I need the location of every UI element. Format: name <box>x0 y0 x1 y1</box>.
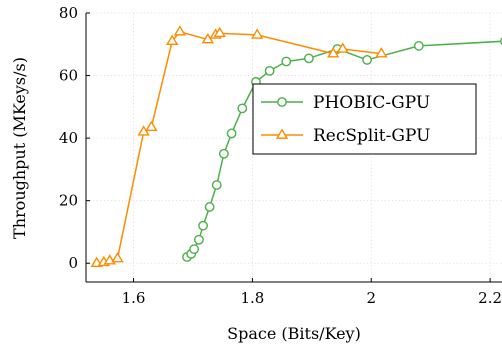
series-recsplit-gpu <box>90 25 388 268</box>
series-layer <box>90 25 502 268</box>
data-point <box>213 26 226 38</box>
legend-item: PHOBIC-GPU <box>261 93 430 113</box>
data-point <box>204 202 215 212</box>
data-point <box>375 47 388 58</box>
x-tick-label: 2 <box>366 289 376 307</box>
data-point <box>145 120 158 131</box>
data-point <box>336 42 349 53</box>
data-point <box>111 251 124 263</box>
legend-label: PHOBIC-GPU <box>313 93 430 113</box>
data-point <box>166 34 179 45</box>
legend-marker <box>277 97 287 107</box>
data-point <box>237 103 248 114</box>
data-point <box>303 53 314 64</box>
data-point <box>226 128 237 139</box>
y-tick-label: 40 <box>59 129 78 147</box>
data-point <box>218 148 229 159</box>
data-point <box>173 25 187 36</box>
data-point <box>194 234 204 245</box>
ticks: 1.6 1.8 2 2.2 0 20 40 60 80 <box>59 4 502 307</box>
y-tick-label: 20 <box>59 192 78 210</box>
x-tick-label: 1.6 <box>122 289 146 307</box>
y-tick-label: 60 <box>59 67 78 85</box>
data-point <box>281 56 292 67</box>
axes <box>85 13 502 283</box>
legend: PHOBIC-GPU RecSplit-GPU <box>252 83 477 155</box>
y-tick-label: 80 <box>59 4 78 22</box>
data-point <box>327 47 340 58</box>
x-tick-label: 2.2 <box>478 289 502 307</box>
legend-label: RecSplit-GPU <box>313 126 430 146</box>
y-tick-label: 0 <box>68 254 78 272</box>
x-tick-label: 1.8 <box>240 289 264 307</box>
y-axis-title: Throughput (MKeys/s) <box>10 57 29 239</box>
data-point <box>362 55 372 65</box>
x-axis-title: Space (Bits/Key) <box>227 324 361 343</box>
legend-marker <box>275 128 289 139</box>
data-point <box>413 40 424 51</box>
data-point <box>189 244 200 255</box>
data-point <box>211 180 222 190</box>
data-point <box>198 220 208 231</box>
data-point <box>250 28 264 39</box>
data-point <box>264 65 275 76</box>
legend-box <box>252 83 477 155</box>
legend-item: RecSplit-GPU <box>261 126 430 146</box>
